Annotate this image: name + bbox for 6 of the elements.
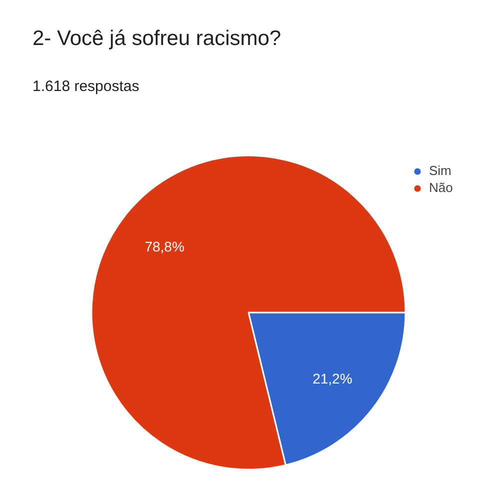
legend-label: Sim bbox=[429, 163, 452, 178]
chart-title: 2- Você já sofreu racismo? bbox=[32, 27, 282, 50]
data-label: 21,2% bbox=[312, 370, 352, 386]
data-label: 78,8% bbox=[144, 238, 184, 255]
chart-subtitle: 1.618 respostas bbox=[32, 78, 140, 95]
legend-label: Não bbox=[429, 180, 453, 195]
